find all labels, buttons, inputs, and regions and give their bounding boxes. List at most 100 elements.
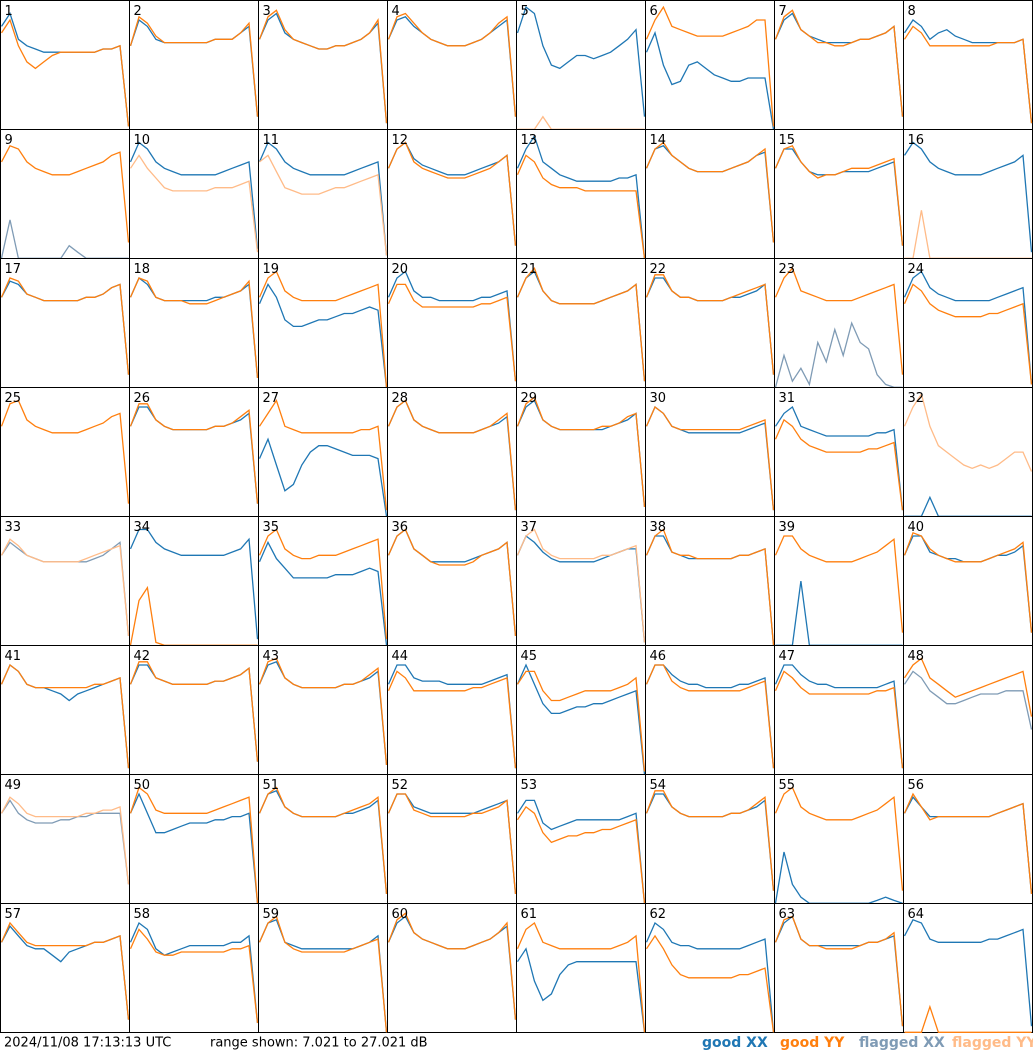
panel-frame (516, 129, 646, 259)
panel-label: 13 (521, 133, 538, 148)
panel-frame (0, 645, 130, 775)
panel-label: 52 (392, 778, 409, 793)
spectrum-line (903, 796, 1033, 895)
panel-label: 49 (5, 778, 22, 793)
spectrum-line (387, 528, 517, 637)
spectrum-line (645, 528, 775, 646)
spectrum-line (129, 921, 259, 1024)
panel-label: 18 (134, 262, 151, 277)
spectrum-line (903, 535, 1033, 633)
spectrum-line (0, 538, 130, 637)
spectrum-line (516, 528, 646, 643)
spectrum-line (0, 796, 130, 885)
panel: 53 (516, 774, 646, 904)
panel: 45 (516, 645, 646, 775)
spectrum-line (645, 145, 775, 243)
spectrum-line (774, 405, 904, 511)
spectrum-line (774, 148, 904, 246)
spectrum-line (516, 534, 646, 643)
spectrum-line (0, 219, 129, 259)
panel: 9 (0, 129, 130, 259)
panel-frame (387, 0, 517, 130)
panel-label: 4 (392, 4, 400, 19)
panel-frame (0, 129, 130, 259)
panel-label: 23 (779, 262, 796, 277)
panel-label: 43 (263, 649, 280, 664)
panel-label: 2 (134, 4, 142, 19)
spectrum-line (0, 921, 130, 1020)
panel: 48 (903, 645, 1033, 775)
panel-label: 9 (5, 133, 13, 148)
panel-label: 42 (134, 649, 151, 664)
panel: 59 (258, 903, 388, 1033)
panel: 3 (258, 0, 388, 130)
panel-label: 39 (779, 520, 796, 535)
spectrum-line (516, 154, 646, 259)
spectrum-line (387, 912, 517, 1020)
panel: 5 (516, 0, 646, 130)
spectrum-line (129, 585, 258, 646)
panel-frame (645, 516, 775, 646)
panel-frame (129, 516, 259, 646)
panel: 1 (0, 0, 130, 130)
spectrum-line (645, 664, 775, 769)
spectrum-line (387, 399, 517, 511)
panel: 16 (903, 129, 1033, 259)
spectrum-line (645, 664, 775, 769)
panel: 22 (645, 258, 775, 388)
panel: 28 (387, 387, 517, 517)
panel: 7 (774, 0, 904, 130)
panel-frame (516, 645, 646, 775)
panel: 10 (129, 129, 259, 259)
panel: 23 (774, 258, 904, 388)
spectrum-line (0, 663, 130, 769)
spectrum-line (387, 670, 517, 769)
panel: 30 (645, 387, 775, 517)
spectrum-line (129, 154, 259, 253)
panel: 46 (645, 645, 775, 775)
panel-frame (645, 129, 775, 259)
spectrum-line (903, 283, 1033, 385)
panel-label: 21 (521, 262, 538, 277)
spectrum-line (258, 918, 388, 1033)
panel: 12 (387, 129, 517, 259)
spectrum-line (516, 267, 646, 382)
panel-frame (129, 129, 259, 259)
legend-entry: good YY (780, 1035, 845, 1051)
panel: 17 (0, 258, 130, 388)
panel: 24 (903, 258, 1033, 388)
panel-frame (516, 387, 646, 517)
panel-label: 31 (779, 391, 796, 406)
spectrum-line (387, 915, 517, 1020)
spectrum-line (129, 792, 259, 904)
panel: 39 (774, 516, 904, 646)
panel-frame (387, 129, 517, 259)
panel: 63 (774, 903, 904, 1033)
panel: 55 (774, 774, 904, 904)
panel: 20 (387, 258, 517, 388)
spectrum-line (904, 210, 1032, 259)
spectrum-line (903, 531, 1033, 633)
panel: 44 (387, 645, 517, 775)
panel: 60 (387, 903, 517, 1033)
panel-label: 36 (392, 520, 409, 535)
panel: 37 (516, 516, 646, 646)
panel-frame (258, 129, 388, 259)
panel: 41 (0, 645, 130, 775)
panel-label: 51 (263, 778, 280, 793)
panel-frame (387, 903, 517, 1033)
panel: 29 (516, 387, 646, 517)
panel-label: 7 (779, 4, 787, 19)
panel-frame (645, 903, 775, 1033)
panel: 11 (258, 129, 388, 259)
panel-label: 11 (263, 133, 280, 148)
spectrum-line (775, 581, 903, 646)
spectrum-line (774, 664, 904, 769)
panel-label: 22 (650, 262, 667, 277)
spectrum-line (903, 792, 1033, 895)
panel: 57 (0, 903, 130, 1033)
spectrum-line (774, 418, 904, 511)
panel: 26 (129, 387, 259, 517)
panel-label: 29 (521, 391, 538, 406)
spectrum-line (903, 657, 1033, 717)
